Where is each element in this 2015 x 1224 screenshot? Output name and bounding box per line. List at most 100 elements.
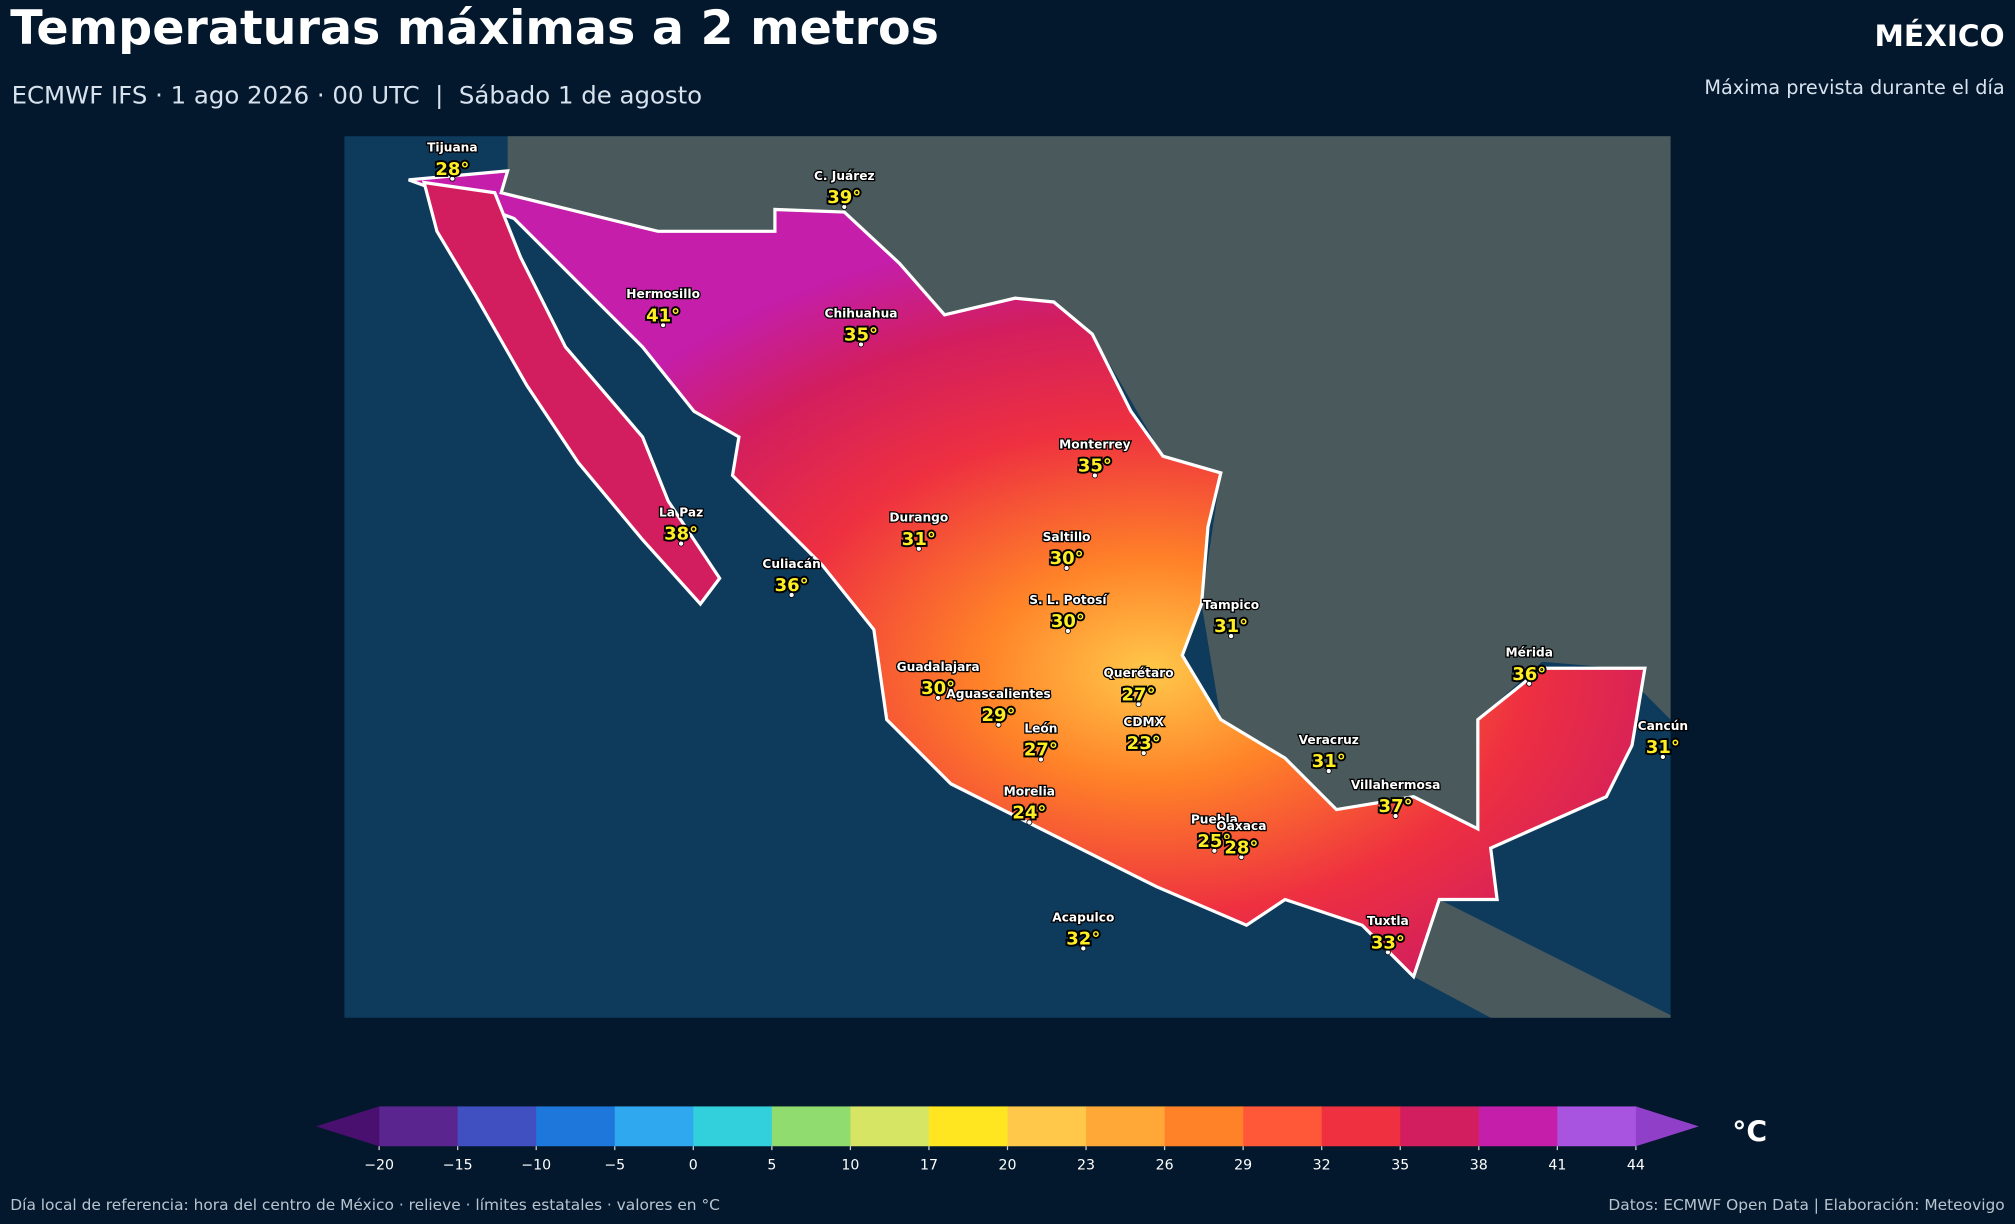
region: MÉXICO	[1875, 18, 2005, 53]
city-temp: 27°	[1024, 740, 1058, 761]
city-temp: 32°	[1066, 929, 1100, 950]
city-dot	[660, 322, 667, 329]
city-temp: 33°	[1371, 932, 1405, 953]
city-dot	[1392, 813, 1399, 819]
colorbar-tick-label: −10	[521, 1158, 551, 1174]
city-name: Aguascalientes	[946, 687, 1050, 701]
colorbar-tick-label: 0	[689, 1158, 698, 1174]
city-temp: 36°	[775, 575, 809, 596]
colorbar-tick-label: 44	[1627, 1158, 1645, 1174]
city-temp: 27°	[1122, 684, 1156, 705]
city-name: S. L. Potosí	[1029, 593, 1107, 607]
colorbar-tick-label: 38	[1470, 1158, 1488, 1174]
city-dot	[1064, 627, 1071, 634]
city-temp: 30°	[1050, 548, 1084, 569]
city-temp: 31°	[1646, 737, 1680, 758]
city-labels: Tijuana 28° C. Juárez 39° Hermosillo 41° Chihu…	[426, 139, 1690, 956]
footer-left: Día local de referencia: hora del centro…	[10, 1196, 720, 1214]
city-temp: 36°	[1512, 664, 1546, 685]
colorbar-band	[1557, 1106, 1637, 1147]
city-name: Tampico	[1203, 598, 1259, 612]
city-name: C. Juárez	[814, 169, 875, 183]
city-dot	[449, 175, 456, 182]
city-dot	[935, 694, 942, 701]
city-dot	[1384, 949, 1391, 956]
mexico-mainland	[408, 169, 1647, 980]
city-name: León	[1024, 721, 1057, 735]
city-temp: 30°	[1051, 611, 1085, 632]
city-dot	[1238, 854, 1245, 861]
city-temp: 37°	[1379, 796, 1413, 817]
city-name: Mérida	[1505, 646, 1553, 660]
colorbar-band	[693, 1106, 773, 1147]
colorbar-band	[379, 1106, 459, 1147]
colorbar-tick-label: 5	[767, 1158, 776, 1174]
city-temp: 31°	[1214, 616, 1248, 637]
city-temp: 25°	[1197, 831, 1231, 852]
city-temp: 39°	[827, 187, 861, 208]
city-temp: 31°	[902, 529, 936, 550]
city-dot	[1325, 768, 1332, 774]
city-dot	[788, 592, 795, 598]
colorbar-band	[1321, 1106, 1401, 1147]
city-temp: 23°	[1127, 733, 1161, 754]
city-temp: 28°	[1224, 837, 1258, 858]
footer-right: Datos: ECMWF Open Data | Elaboración: Me…	[1608, 1196, 2004, 1214]
city-dot	[1659, 753, 1666, 760]
colorbar-band	[1400, 1106, 1480, 1147]
colorbar-tick-label: 35	[1391, 1158, 1409, 1174]
city-name: CDMX	[1123, 715, 1164, 729]
city-temp: 29°	[981, 705, 1015, 726]
city-name: Cancún	[1638, 719, 1688, 733]
colorbar-tick-label: 29	[1234, 1158, 1252, 1174]
city-dot	[1211, 847, 1218, 854]
city-temp: 28°	[435, 159, 469, 180]
city-name: Saltillo	[1043, 530, 1091, 544]
city-name: La Paz	[659, 506, 703, 520]
city-name: Guadalajara	[897, 660, 980, 674]
colorbar-band	[771, 1106, 852, 1147]
colorbar-band	[928, 1106, 1009, 1147]
city-name: Puebla	[1191, 813, 1238, 827]
city-dot	[915, 545, 922, 552]
colorbar-band	[614, 1106, 694, 1147]
colorbar-tick-label: −15	[443, 1158, 473, 1174]
note: Máxima prevista durante el día	[1704, 76, 2004, 99]
colorbar-band	[1243, 1106, 1323, 1147]
land-neighbors	[501, 136, 1671, 1018]
subtitle: ECMWF IFS · 1 ago 2026 · 00 UTC | Sábado…	[12, 80, 703, 109]
colorbar-unit: °C	[1732, 1115, 1767, 1148]
city-temp: 38°	[664, 524, 698, 545]
city-name: Morelia	[1004, 784, 1055, 798]
city-name: Oaxaca	[1216, 819, 1266, 833]
colorbar-tick-label: 26	[1156, 1158, 1174, 1174]
city-name: Tijuana	[427, 141, 477, 155]
city-name: Culiacán	[762, 557, 820, 571]
colorbar-tick-label: −5	[604, 1158, 625, 1174]
city-temp: 35°	[844, 325, 878, 346]
colorbar-tick-label: 23	[1077, 1158, 1095, 1174]
city-name: Querétaro	[1104, 666, 1174, 680]
city-dot	[1526, 680, 1533, 687]
city-dot	[1026, 819, 1033, 826]
city-temp: 41°	[646, 305, 680, 326]
colorbar-band	[850, 1106, 930, 1147]
city-dot	[995, 721, 1002, 728]
city-name: Tuxtla	[1367, 914, 1409, 928]
city-dot	[1135, 701, 1142, 708]
city-dot	[678, 540, 685, 547]
baja-california	[421, 180, 722, 607]
map	[344, 136, 1671, 1018]
city-temp: 31°	[1312, 751, 1346, 772]
city-name: Acapulco	[1052, 910, 1114, 924]
city-dot	[1140, 750, 1147, 756]
colorbar-extend-low	[316, 1106, 380, 1147]
colorbar-band	[536, 1106, 616, 1147]
city-dot	[1063, 565, 1070, 571]
city-name: Villahermosa	[1351, 778, 1440, 792]
city-name: Chihuahua	[825, 306, 898, 320]
colorbar-band	[1478, 1106, 1558, 1147]
city-dot	[1091, 472, 1098, 479]
